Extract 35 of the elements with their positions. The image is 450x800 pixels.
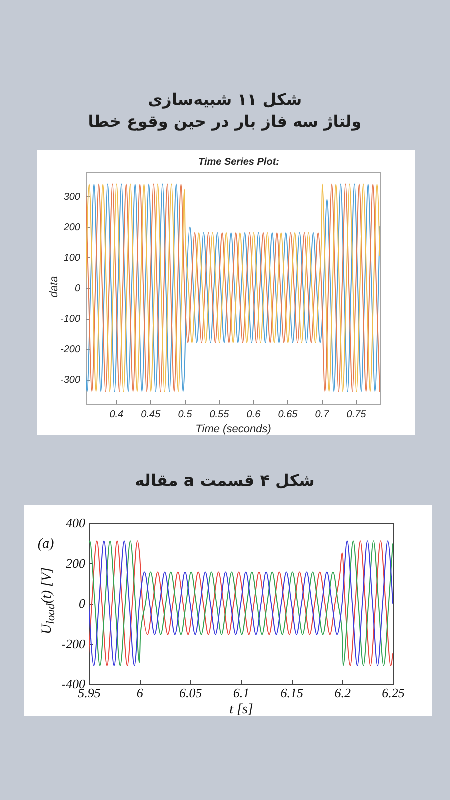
- y-axis-title: data: [48, 276, 60, 298]
- text: Time Series Plot:: [198, 157, 280, 168]
- x-tick-label: 0.75: [346, 410, 367, 420]
- x-axis-title: t [s]: [230, 702, 254, 718]
- y-tick-label: -300: [60, 375, 81, 386]
- x-tick-label: 0.7: [315, 410, 330, 420]
- chart-title: شکل ۱۱ شبیه‌سازی: [148, 89, 302, 111]
- y-tick-label: 100: [64, 252, 81, 264]
- line-series: [89, 540, 393, 666]
- x-tick-label: 0.5: [178, 410, 193, 420]
- y-tick-label: 200: [62, 222, 81, 234]
- x-tick-label: 6.2: [334, 686, 352, 700]
- x-tick-label: 6.25: [382, 686, 406, 700]
- x-tick-label: 0.45: [141, 410, 162, 420]
- x-tick-label: 6.15: [280, 686, 304, 700]
- y-tick-label: 300: [64, 192, 81, 203]
- text: (a): [38, 537, 54, 552]
- x-axis-title: Time (seconds): [196, 424, 272, 436]
- x-tick-label: 6.1: [233, 686, 250, 700]
- line-series: [86, 184, 380, 392]
- y-tick-label: -100: [60, 314, 81, 326]
- y-tick-label: 0: [79, 596, 86, 611]
- x-tick-label: 0.4: [110, 410, 124, 420]
- chart-subtitle: ولتاژ سه فاز بار در حین وقوع خطا: [88, 111, 362, 133]
- y-tick-label: 200: [66, 556, 86, 571]
- y-tick-label: 0: [74, 284, 81, 294]
- x-tick-label: 0.6: [246, 410, 262, 420]
- x-tick-label: 0.55: [210, 410, 230, 420]
- x-tick-label: 6: [136, 686, 144, 700]
- y-tick-label: -200: [60, 344, 81, 356]
- chart-title: شکل ۴ قسمت a مقاله: [135, 470, 315, 492]
- x-tick-label: 0.65: [278, 410, 298, 420]
- y-tick-label: -200: [62, 636, 86, 652]
- y-tick-label: 400: [66, 516, 86, 530]
- x-tick-label: 6.05: [179, 686, 203, 700]
